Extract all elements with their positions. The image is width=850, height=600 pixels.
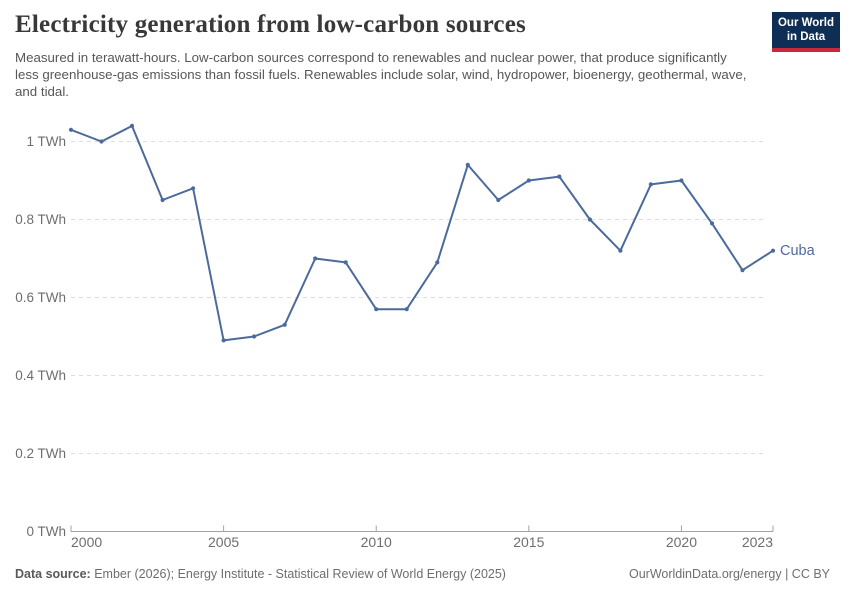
data-point-2023[interactable] <box>770 248 776 253</box>
data-point-2009[interactable] <box>343 260 348 265</box>
chart-subtitle: Measured in terawatt-hours. Low-carbon s… <box>15 50 747 99</box>
owid-logo-line1: Our World <box>777 17 834 29</box>
y-tick-label: 0.4 TWh <box>15 368 66 383</box>
data-point-2003[interactable] <box>160 197 165 203</box>
chart-footer: Data source: Ember (2026); Energy Instit… <box>15 567 830 581</box>
data-point-2016[interactable] <box>557 174 562 179</box>
series-entity-label[interactable]: Cuba <box>780 243 816 259</box>
data-point-2013[interactable] <box>465 162 470 167</box>
data-point-2022[interactable] <box>740 268 745 273</box>
data-point-2020[interactable] <box>679 178 684 183</box>
y-tick-label: 0.8 TWh <box>15 212 66 227</box>
y-tick-label: 1 TWh <box>26 134 66 149</box>
data-point-2012[interactable] <box>435 260 440 265</box>
data-point-2008[interactable] <box>313 256 318 261</box>
owid-logo-text: Our World in Data <box>772 12 840 48</box>
x-tick-label: 2000 <box>71 534 102 550</box>
y-tick-label: 0.2 TWh <box>15 446 66 461</box>
data-point-2021[interactable] <box>709 221 715 226</box>
owid-logo-line2: in Data <box>786 30 826 43</box>
owid-credit-link[interactable]: OurWorldinData.org/energy | CC BY <box>628 567 830 581</box>
x-tick-label: 2010 <box>361 534 392 550</box>
x-tick-label: 2015 <box>513 534 544 550</box>
data-point-2005[interactable] <box>221 338 226 343</box>
x-tick-label: 2005 <box>208 534 239 550</box>
data-source-text: Data source: Ember (2026); Energy Instit… <box>15 567 506 581</box>
x-tick-label: 2023 <box>742 534 773 550</box>
series-line-cuba[interactable] <box>70 124 774 342</box>
data-point-2017[interactable] <box>587 217 593 222</box>
data-point-2006[interactable] <box>252 334 257 339</box>
chart-title: Electricity generation from low-carbon s… <box>15 11 526 38</box>
data-point-2007[interactable] <box>282 322 287 327</box>
data-source-label: Data source: <box>15 567 91 581</box>
data-point-2018[interactable] <box>618 248 623 253</box>
data-point-2015[interactable] <box>526 178 531 183</box>
data-point-2002[interactable] <box>129 123 135 128</box>
x-tick-label: 2020 <box>666 534 697 550</box>
data-source-value: Ember (2026); Energy Institute - Statist… <box>90 567 506 581</box>
data-point-2014[interactable] <box>496 197 501 203</box>
data-point-2019[interactable] <box>648 182 654 187</box>
data-point-2000[interactable] <box>68 127 74 132</box>
y-tick-label: 0 TWh <box>26 524 66 539</box>
data-point-2011[interactable] <box>404 307 409 312</box>
owid-logo-red-bar <box>772 48 840 52</box>
chart-header: Electricity generation from low-carbon s… <box>15 10 760 100</box>
data-point-2010[interactable] <box>374 307 379 312</box>
y-tick-label: 0.6 TWh <box>15 290 66 305</box>
owid-logo[interactable]: Our World in Data <box>772 12 840 52</box>
data-point-2004[interactable] <box>191 186 196 191</box>
data-point-2001[interactable] <box>99 139 104 144</box>
